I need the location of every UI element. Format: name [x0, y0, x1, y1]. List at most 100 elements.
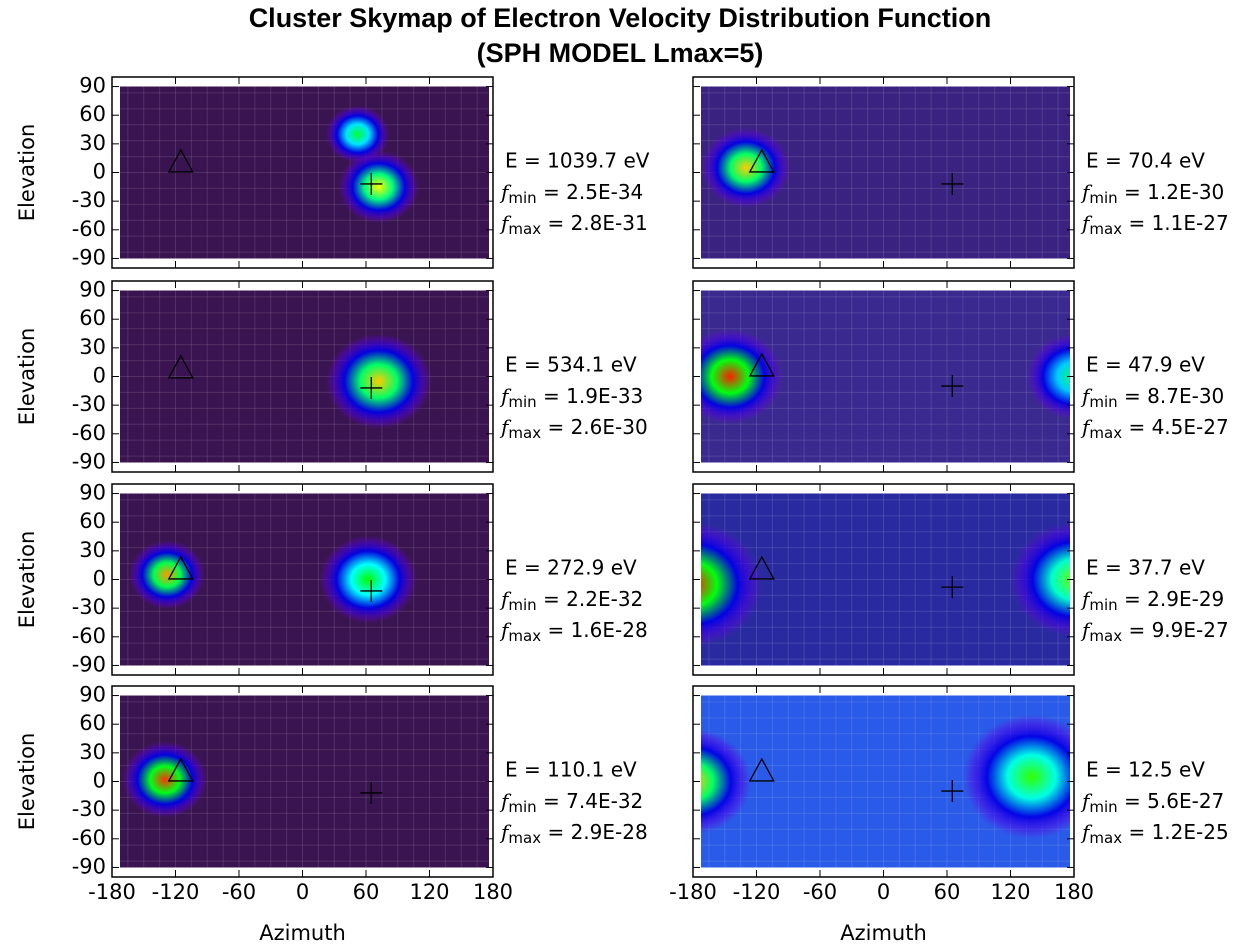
plot-area	[120, 290, 489, 463]
plus-marker	[360, 376, 383, 399]
f-label: fmax = 4.5E-27	[1080, 415, 1229, 442]
y-axis-label: Elevation	[15, 531, 39, 629]
f-subscript: min	[1089, 189, 1117, 207]
y-tick-label: 30	[79, 740, 106, 764]
energy-label: E = 110.1 eV	[505, 758, 637, 782]
x-tick-label: 0	[296, 880, 309, 904]
f-value: = 1.6E-28	[541, 618, 648, 642]
triangle-marker	[748, 555, 775, 580]
intensity-blob	[701, 328, 783, 425]
plus-marker	[941, 576, 964, 599]
intensity-blob	[325, 333, 432, 430]
f-value: = 2.6E-30	[541, 415, 648, 439]
y-tick-label: 90	[79, 683, 106, 707]
energy-label: E = 1039.7 eV	[505, 149, 650, 173]
intensity-blob	[325, 105, 390, 163]
f-label: fmin = 1.2E-30	[1080, 180, 1224, 207]
y-tick-label: -60	[72, 421, 106, 445]
x-tick-label: 60	[353, 880, 380, 904]
intensity-blob	[1010, 522, 1070, 637]
f-value: = 8.7E-30	[1118, 384, 1225, 408]
y-tick-label: 60	[79, 509, 106, 533]
y-tick-label: -90	[72, 449, 106, 473]
energy-label: E = 12.5 eV	[1086, 758, 1205, 782]
f-subscript: min	[508, 798, 536, 816]
f-label: fmax = 2.8E-31	[499, 211, 648, 238]
f-subscript: min	[1089, 596, 1117, 614]
y-tick-label: 30	[79, 538, 106, 562]
f-label: fmin = 2.2E-32	[499, 587, 643, 614]
f-subscript: min	[508, 393, 536, 411]
plot-area	[701, 290, 1070, 463]
x-tick-label: -180	[88, 880, 136, 904]
f-subscript: max	[1089, 220, 1122, 238]
panel: 90 60 30 0 -30 -60 -90 Elevation E = 1039.7 eV fm…	[15, 74, 650, 270]
f-subscript: max	[508, 829, 541, 847]
intensity-blob	[701, 127, 791, 208]
panel: E = 37.7 eV fmin = 2.9E-29 fmax = 9.9E-27	[692, 483, 1229, 676]
y-tick-label: 60	[79, 306, 106, 330]
panel: E = 70.4 eV fmin = 1.2E-30 fmax = 1.1E-27	[692, 76, 1229, 269]
intensity-blob	[128, 540, 206, 610]
f-value: = 2.9E-29	[1118, 587, 1225, 611]
f-label: fmin = 2.9E-29	[1080, 587, 1224, 614]
y-tick-label: -30	[72, 188, 106, 212]
y-tick-label: 90	[79, 481, 106, 505]
y-tick-label: 90	[79, 74, 106, 98]
energy-label: E = 534.1 eV	[505, 353, 637, 377]
f-label: fmax = 9.9E-27	[1080, 618, 1229, 645]
y-tick-label: 0	[93, 769, 106, 793]
f-value: = 9.9E-27	[1122, 618, 1229, 642]
x-tick-label: -120	[152, 880, 200, 904]
x-tick-label: -180	[669, 880, 717, 904]
f-subscript: max	[508, 220, 541, 238]
f-subscript: min	[1089, 393, 1117, 411]
y-tick-label: -60	[72, 826, 106, 850]
f-label: fmin = 8.7E-30	[1080, 384, 1224, 411]
f-value: = 7.4E-32	[537, 789, 644, 813]
y-tick-label: 30	[79, 335, 106, 359]
x-tick-label: 120	[990, 880, 1030, 904]
y-tick-label: -30	[72, 797, 106, 821]
f-label: fmin = 7.4E-32	[499, 789, 643, 816]
y-tick-label: -30	[72, 595, 106, 619]
energy-label: E = 70.4 eV	[1086, 149, 1205, 173]
f-subscript: max	[508, 627, 541, 645]
f-label: fmax = 1.6E-28	[499, 618, 648, 645]
f-subscript: min	[1089, 798, 1117, 816]
plus-marker	[941, 780, 964, 803]
plus-marker	[360, 579, 383, 602]
y-axis-label: Elevation	[15, 733, 39, 831]
f-subscript: min	[508, 189, 536, 207]
intensity-blob	[701, 729, 752, 834]
f-label: fmin = 5.6E-27	[1080, 789, 1224, 816]
y-axis-label: Elevation	[15, 124, 39, 222]
plot-area	[701, 695, 1070, 868]
x-tick-label: 180	[473, 880, 513, 904]
f-label: fmin = 2.5E-34	[499, 180, 643, 207]
intensity-blob	[962, 714, 1070, 839]
panel: 90 60 30 0 -30 -60 -90 Elevation E = 534.1 eV fmi…	[15, 278, 648, 474]
f-value: = 2.5E-34	[537, 180, 644, 204]
x-tick-label: 180	[1054, 880, 1094, 904]
y-tick-label: 0	[93, 160, 106, 184]
x-tick-label: 120	[409, 880, 449, 904]
plot-area	[120, 695, 489, 868]
f-subscript: max	[1089, 829, 1122, 847]
f-label: fmax = 1.2E-25	[1080, 820, 1229, 847]
y-tick-label: -90	[72, 854, 106, 878]
panel: -180 -120 -60 0 60 120 180 Azimuth E = 12.5 eV fm…	[669, 685, 1229, 945]
intensity-blob	[701, 522, 762, 646]
y-tick-label: 60	[79, 102, 106, 126]
y-tick-label: -90	[72, 245, 106, 269]
y-axis-label: Elevation	[15, 328, 39, 426]
y-tick-label: -30	[72, 392, 106, 416]
y-tick-label: -60	[72, 624, 106, 648]
f-label: fmax = 1.1E-27	[1080, 211, 1229, 238]
x-tick-label: -60	[803, 880, 837, 904]
f-value: = 1.9E-33	[537, 384, 644, 408]
triangle-marker	[748, 757, 775, 782]
x-tick-label: -60	[222, 880, 256, 904]
triangle-marker	[167, 757, 194, 782]
